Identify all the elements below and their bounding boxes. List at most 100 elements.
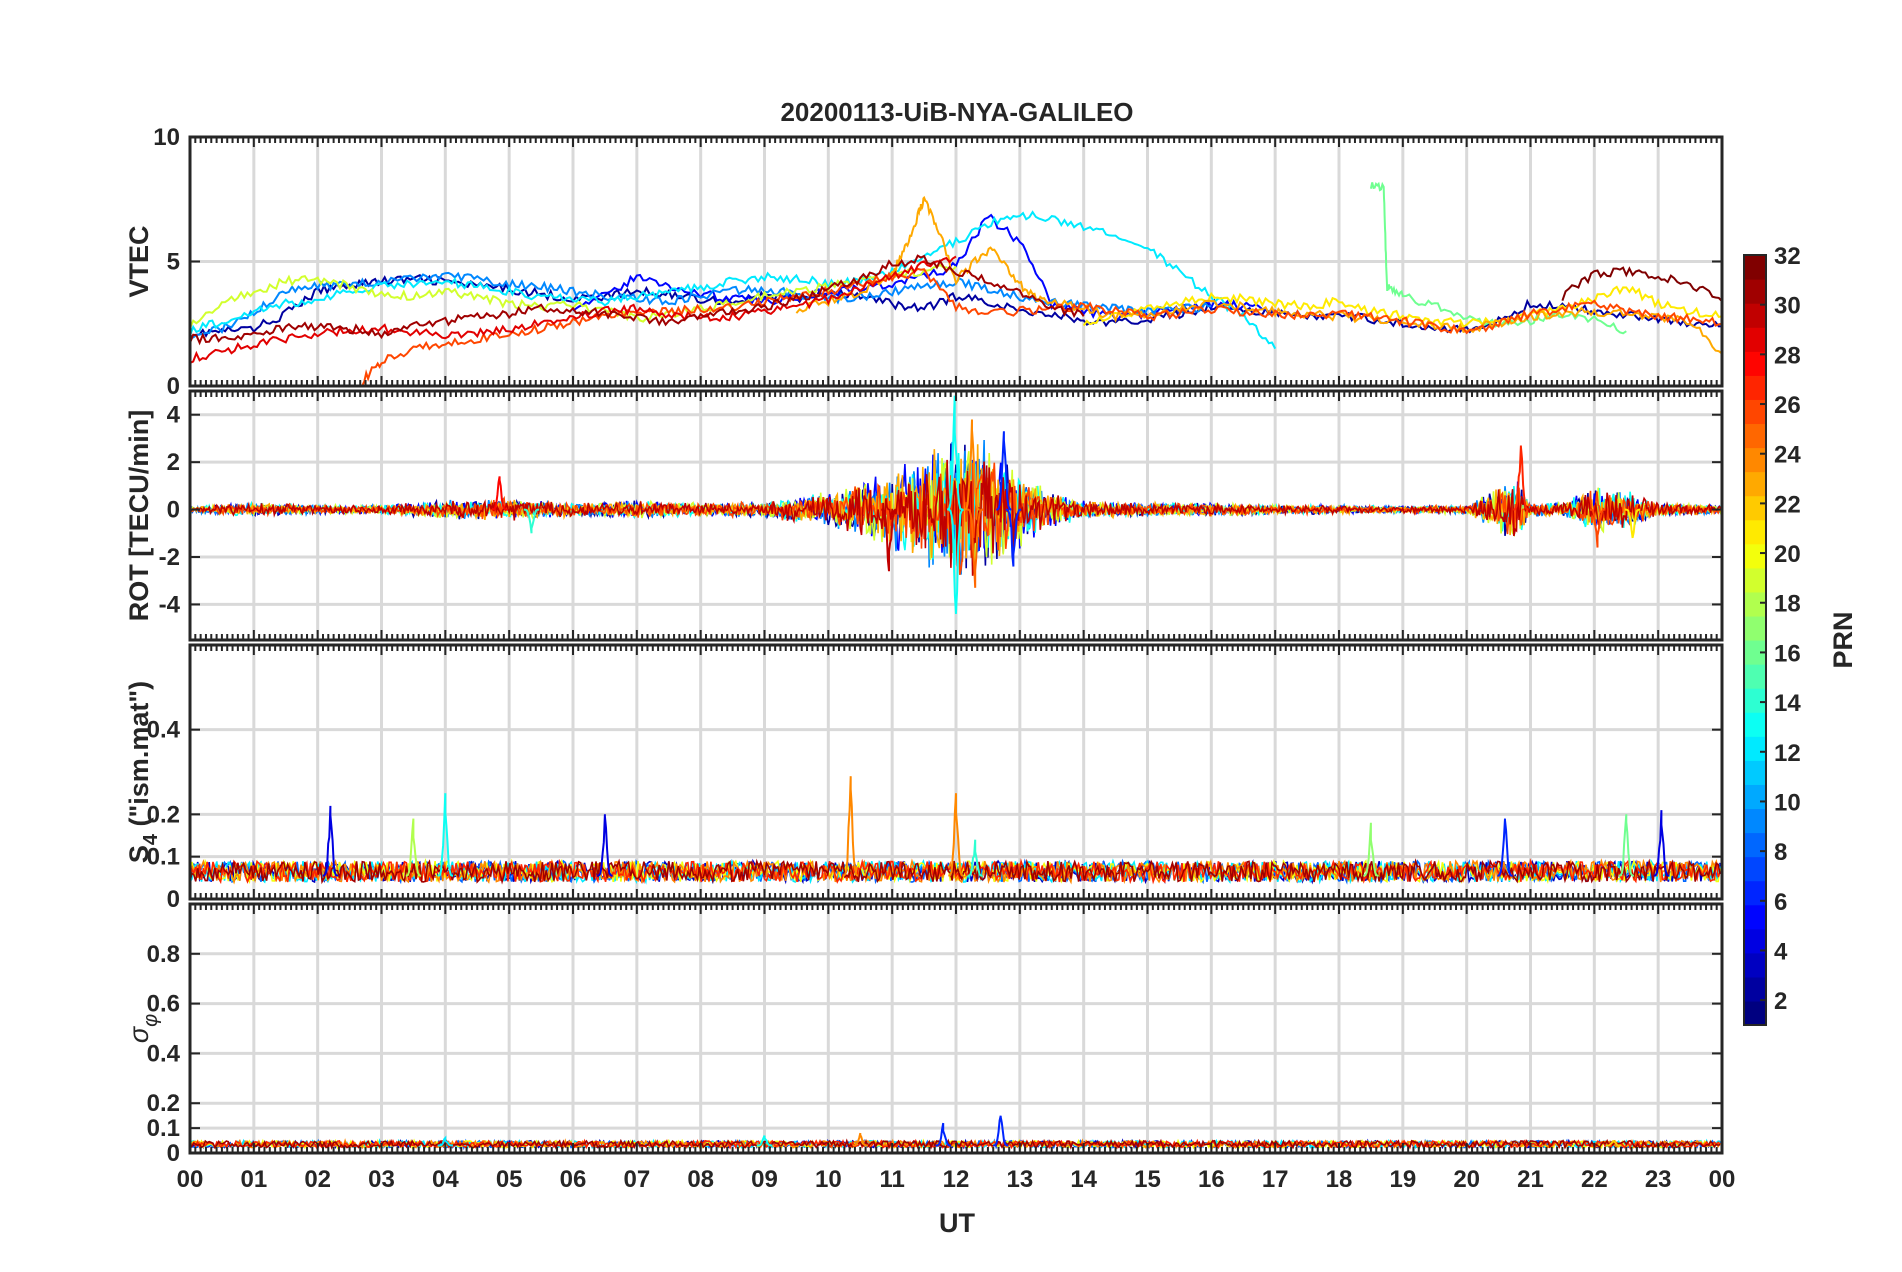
y-tick-label: 0 — [167, 1140, 180, 1167]
series-prn-21 — [1082, 285, 1722, 329]
spike-prn-6 — [1497, 818, 1513, 877]
colorbar-tick-label: 28 — [1774, 342, 1801, 369]
colorbar-segment — [1744, 447, 1766, 473]
x-tick-label: 23 — [1645, 1166, 1672, 1193]
colorbar-segment — [1744, 1000, 1766, 1026]
data-layer — [190, 181, 1722, 386]
colorbar-segment — [1744, 471, 1766, 497]
y-tick-label: 0.4 — [147, 717, 181, 744]
colorbar-segment — [1744, 688, 1766, 713]
colorbar-tick-label: 30 — [1774, 293, 1801, 320]
colorbar-segment — [1744, 351, 1766, 376]
y-tick-label: -2 — [159, 544, 180, 571]
y-tick-label: 0 — [167, 497, 180, 524]
colorbar-tick-label: 32 — [1774, 243, 1801, 270]
x-tick-label: 14 — [1070, 1166, 1097, 1193]
x-tick-label: 00 — [177, 1166, 204, 1193]
y-tick-label: 0.2 — [147, 801, 180, 828]
colorbar-tick-label: 26 — [1774, 392, 1801, 419]
x-tick-label: 20 — [1453, 1166, 1480, 1193]
spike-prn-6 — [996, 431, 1012, 511]
x-tick-label: 21 — [1517, 1166, 1544, 1193]
y-label-main: S — [124, 845, 154, 863]
y-label-subscript: φ — [140, 1014, 162, 1027]
panel-vtec: 0 5 10 VTEC — [124, 124, 1724, 400]
colorbar-segment — [1744, 615, 1766, 641]
y-tick-label: 5 — [167, 249, 180, 276]
y-axis-label-s4: S4 ("ism.mat") — [124, 681, 162, 863]
y-tick-label: 0.1 — [147, 1115, 180, 1142]
panel-s4: 00.10.20.4S4 ("ism.mat") — [124, 643, 1724, 913]
x-tick-label: 05 — [496, 1166, 523, 1193]
panel-rot: -4 -2 0 2 4 ROT [TECU/min] — [124, 389, 1724, 642]
y-label-subscript: 4 — [140, 833, 162, 845]
x-tick-label: 12 — [943, 1166, 970, 1193]
data-layer — [190, 776, 1721, 885]
spike-prn-14 — [523, 508, 540, 534]
x-tick-label: 03 — [368, 1166, 395, 1193]
colorbar-segment — [1744, 880, 1766, 906]
colorbar-segment — [1744, 952, 1766, 978]
spike-prn-4 — [1653, 810, 1670, 877]
colorbar-tick-label: 2 — [1774, 988, 1787, 1015]
colorbar-segment — [1744, 303, 1766, 328]
x-tick-label: 11 — [879, 1166, 904, 1193]
y-tick-label: 0 — [167, 886, 180, 913]
colorbar-label: PRN — [1828, 611, 1858, 668]
colorbar-tick-label: 22 — [1774, 491, 1801, 518]
colorbar-tick-label: 10 — [1774, 789, 1801, 816]
colorbar-segment — [1744, 327, 1766, 352]
x-tick-label: 08 — [687, 1166, 714, 1193]
colorbar-tick-label: 16 — [1774, 640, 1801, 667]
y-axis-label-sigma_phi: σφ — [124, 1014, 162, 1043]
series-prn-23 — [795, 195, 1722, 355]
data-layer — [190, 395, 1722, 614]
x-tick-label: 00 — [1709, 1166, 1736, 1193]
series-prn-31 — [190, 254, 1085, 346]
y-tick-label: 0.8 — [147, 941, 180, 968]
spike-prn-13 — [437, 793, 454, 877]
colorbar-segment — [1744, 856, 1766, 882]
y-label-rest: ("ism.mat") — [124, 681, 154, 834]
spike-prn-22 — [1605, 1140, 1622, 1147]
y-tick-label: 0.4 — [147, 1040, 181, 1067]
colorbar-segment — [1744, 591, 1766, 617]
colorbar-segment — [1744, 255, 1766, 280]
x-tick-label: 17 — [1262, 1166, 1289, 1193]
y-tick-label: 0.6 — [147, 991, 180, 1018]
x-tick-label: 22 — [1581, 1166, 1608, 1193]
spike-prn-6 — [935, 1122, 951, 1147]
colorbar-segment — [1744, 976, 1766, 1002]
spike-prn-6 — [1005, 508, 1022, 567]
x-tick-label: 19 — [1389, 1166, 1416, 1193]
spike-prn-16 — [1618, 814, 1634, 877]
x-tick-label: 01 — [240, 1166, 267, 1193]
colorbar-segment — [1744, 375, 1766, 400]
spike-prn-6 — [993, 1115, 1009, 1147]
x-tick-label: 13 — [1006, 1166, 1033, 1193]
colorbar-tick-label: 4 — [1774, 938, 1788, 965]
x-tick-label: 02 — [304, 1166, 331, 1193]
x-tick-label: 04 — [432, 1166, 459, 1193]
colorbar-segment — [1744, 784, 1766, 810]
trace-prn-31 — [190, 858, 1721, 885]
spike-prn-25 — [967, 508, 983, 588]
colorbar-tick-label: 12 — [1774, 740, 1801, 767]
y-axis-label-rot: ROT [TECU/min] — [124, 410, 154, 621]
colorbar-segment — [1744, 832, 1766, 858]
colorbar-tick-label: 20 — [1774, 541, 1801, 568]
spike-prn-24 — [948, 793, 964, 877]
spike-prn-28 — [491, 476, 508, 511]
y-tick-label: 0.2 — [147, 1090, 180, 1117]
colorbar-segment — [1744, 808, 1766, 834]
colorbar-segment — [1744, 567, 1766, 593]
colorbar-segment — [1744, 760, 1766, 785]
colorbar-segment — [1744, 640, 1766, 665]
spike-prn-27 — [1513, 445, 1529, 511]
x-tick-label: 09 — [751, 1166, 778, 1193]
colorbar-segment — [1744, 543, 1766, 569]
y-tick-label: 0.1 — [147, 844, 180, 871]
